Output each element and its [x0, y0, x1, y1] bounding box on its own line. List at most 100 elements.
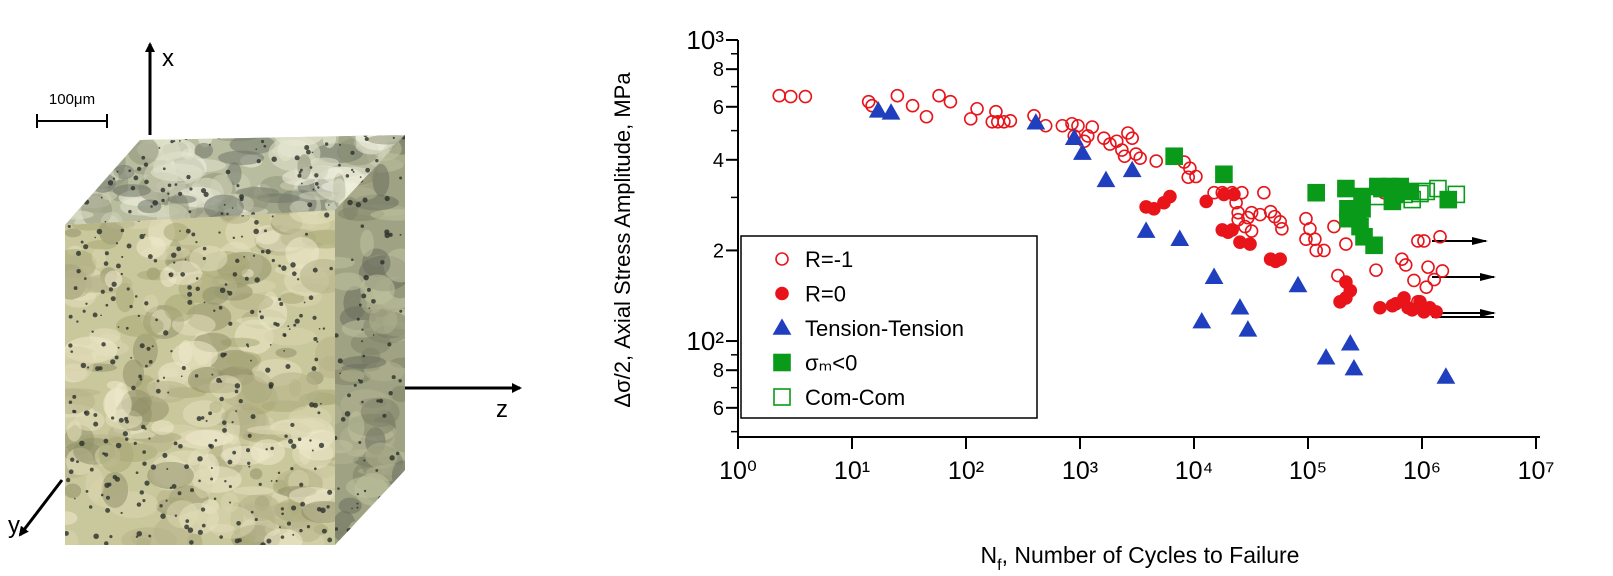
inclusion — [93, 533, 99, 540]
inclusion — [228, 321, 233, 326]
marker — [1429, 305, 1443, 319]
inclusion — [314, 173, 319, 178]
inclusion — [271, 258, 275, 263]
inclusion — [226, 212, 229, 216]
inclusion — [76, 250, 82, 256]
inclusion — [190, 488, 195, 493]
inclusion — [309, 166, 313, 169]
inclusion — [211, 373, 214, 376]
inclusion — [78, 199, 83, 203]
inclusion — [100, 493, 104, 497]
inclusion — [240, 235, 244, 238]
inclusion — [114, 148, 120, 154]
marker — [1204, 267, 1224, 284]
inclusion — [303, 301, 306, 304]
inclusion — [67, 183, 73, 189]
inclusion — [194, 374, 199, 378]
inclusion — [185, 228, 191, 234]
inclusion — [243, 256, 246, 258]
legend-label: σₘ<0 — [805, 351, 857, 376]
inclusion — [155, 318, 158, 322]
inclusion — [277, 471, 281, 475]
grain — [343, 286, 367, 320]
grain — [122, 359, 145, 389]
inclusion — [288, 438, 294, 444]
inclusion — [360, 224, 365, 228]
inclusion — [163, 330, 169, 336]
inclusion — [254, 517, 258, 522]
inclusion — [266, 538, 272, 544]
inclusion — [358, 441, 362, 445]
inclusion — [250, 510, 254, 514]
marker — [1231, 212, 1245, 227]
inclusion — [353, 383, 357, 387]
inclusion — [388, 391, 393, 396]
marker — [1055, 118, 1070, 133]
inclusion — [103, 438, 109, 444]
marker — [783, 89, 798, 104]
inclusion — [68, 343, 73, 348]
marker — [1411, 234, 1425, 248]
inclusion — [308, 295, 314, 300]
grain — [65, 388, 101, 397]
inclusion — [156, 379, 160, 383]
marker — [1317, 243, 1331, 258]
grain — [65, 483, 82, 499]
inclusion — [150, 205, 153, 208]
inclusion — [219, 287, 226, 294]
inclusion — [191, 232, 196, 237]
inclusion — [314, 357, 319, 362]
inclusion — [280, 507, 284, 511]
grain — [163, 222, 189, 242]
grain — [351, 528, 382, 545]
inclusion — [92, 312, 98, 318]
inclusion — [110, 296, 116, 302]
inclusion — [159, 504, 163, 508]
inclusion — [326, 505, 330, 509]
inclusion — [290, 262, 296, 268]
marker — [1307, 183, 1325, 202]
inclusion — [68, 400, 73, 405]
marker — [1147, 201, 1161, 216]
inclusion — [234, 389, 239, 394]
inclusion — [377, 495, 384, 502]
inclusion — [358, 303, 362, 307]
marker — [1417, 234, 1431, 248]
grain — [98, 436, 134, 473]
inclusion — [201, 523, 206, 528]
inclusion — [115, 442, 122, 449]
marker — [773, 388, 791, 406]
inclusion — [136, 502, 142, 507]
inclusion — [214, 439, 218, 442]
inclusion — [114, 355, 119, 360]
grain — [289, 486, 334, 505]
marker — [1436, 367, 1456, 384]
inclusion — [169, 486, 173, 490]
marker — [905, 98, 920, 113]
legend-label: Tension-Tension — [805, 316, 964, 341]
inclusion — [141, 424, 146, 430]
marker — [1433, 229, 1447, 244]
inclusion — [273, 321, 278, 326]
inclusion — [89, 467, 94, 472]
legend-label: R=0 — [805, 282, 846, 307]
marker — [1340, 334, 1360, 351]
marker — [1117, 149, 1132, 164]
inclusion — [352, 170, 355, 173]
x-label-text: , Number of Cycles to Failure — [1002, 542, 1300, 568]
inclusion — [344, 410, 351, 417]
grain — [336, 527, 386, 538]
grain — [65, 210, 94, 220]
grain — [229, 135, 276, 155]
inclusion — [83, 277, 87, 280]
marker — [1122, 160, 1142, 178]
marker — [1215, 165, 1233, 184]
marker — [1096, 170, 1116, 188]
grain — [209, 401, 222, 413]
inclusion — [187, 527, 194, 533]
marker — [1344, 358, 1364, 376]
inclusion — [224, 283, 228, 286]
grain — [136, 236, 166, 259]
grain — [342, 196, 359, 221]
inclusion — [103, 261, 109, 266]
